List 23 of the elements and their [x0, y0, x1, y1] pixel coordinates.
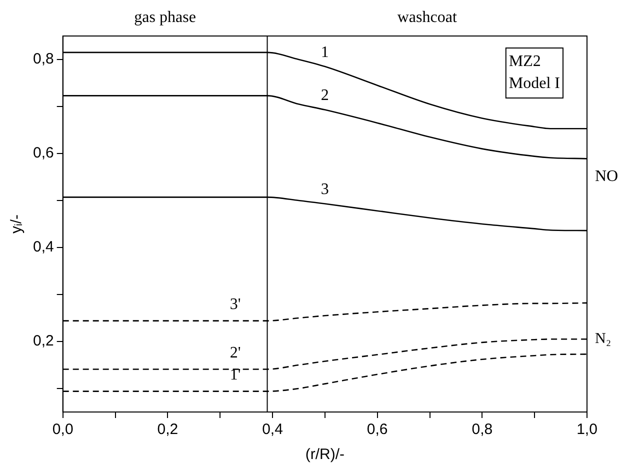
- x-axis-title: (r/R)/-: [305, 446, 345, 464]
- y-axis-title: yᵢ/-: [8, 214, 26, 234]
- annotation: 2: [320, 86, 329, 104]
- y-tick-label: 0,2: [32, 332, 54, 350]
- x-tick-label: 0,8: [472, 421, 493, 438]
- annotation: MZ2 Model I: [508, 53, 560, 92]
- x-tick-label: 0,0: [52, 421, 74, 438]
- text: N₂: [595, 331, 612, 348]
- annotation: 2': [230, 344, 241, 362]
- text: gas phase: [134, 9, 196, 26]
- x-tick-label: 1,0: [576, 421, 598, 438]
- y-tick-label: 0,8: [32, 50, 54, 68]
- x-tick-label: 0,2: [157, 421, 178, 438]
- x-tick-label: 0,4: [262, 421, 283, 438]
- annotation: 1: [320, 44, 329, 61]
- y-tick-label: 0,6: [32, 144, 54, 162]
- annotation: 1': [230, 366, 241, 384]
- y-tick-label: 0,4: [32, 238, 54, 256]
- annotation: 3: [320, 180, 329, 198]
- text: washcoat: [397, 9, 458, 26]
- x-tick-label: 0,6: [366, 421, 388, 438]
- text: NO: [595, 168, 618, 186]
- annotation: 3': [230, 296, 241, 314]
